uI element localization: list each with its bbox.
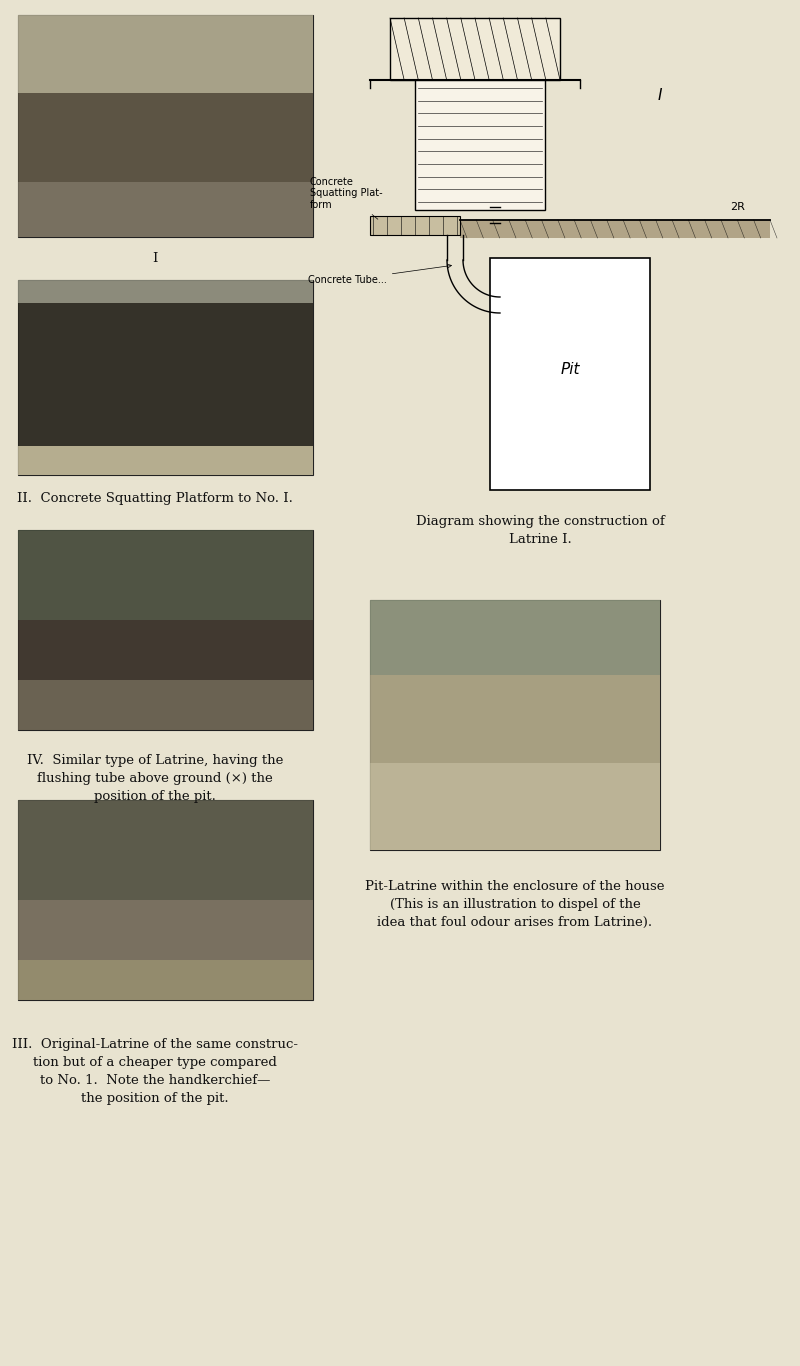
Text: II.  Concrete Squatting Platform to No. I.: II. Concrete Squatting Platform to No. I…	[17, 492, 293, 505]
Bar	[18, 15, 313, 93]
Bar	[370, 600, 660, 675]
Bar	[18, 182, 313, 236]
Bar	[18, 800, 313, 1000]
Text: 2R: 2R	[730, 202, 745, 212]
Bar	[18, 620, 313, 680]
Bar	[370, 216, 460, 235]
Bar	[490, 258, 650, 490]
Bar	[18, 15, 313, 236]
Text: Concrete Tube...: Concrete Tube...	[308, 264, 451, 285]
Bar	[460, 220, 770, 238]
Text: IV.  Similar type of Latrine, having the
flushing tube above ground (×) the
posi: IV. Similar type of Latrine, having the …	[27, 754, 283, 803]
Bar	[370, 675, 660, 762]
Bar	[390, 18, 560, 81]
Bar	[18, 280, 313, 303]
Text: Pit-Latrine within the enclosure of the house
(This is an illustration to dispel: Pit-Latrine within the enclosure of the …	[366, 880, 665, 929]
Bar	[415, 81, 545, 210]
Bar	[18, 93, 313, 182]
Bar	[18, 280, 313, 475]
Bar	[370, 600, 660, 850]
Bar	[18, 960, 313, 1000]
Text: I: I	[152, 251, 158, 265]
Text: Pit: Pit	[560, 362, 580, 377]
Bar	[18, 530, 313, 729]
Bar	[18, 800, 313, 900]
Text: Diagram showing the construction of
Latrine I.: Diagram showing the construction of Latr…	[416, 515, 664, 546]
Text: III.  Original-Latrine of the same construc-
tion but of a cheaper type compared: III. Original-Latrine of the same constr…	[12, 1038, 298, 1105]
Text: Concrete
Squatting Plat-
form: Concrete Squatting Plat- form	[310, 176, 382, 219]
Bar	[18, 303, 313, 445]
Bar	[18, 900, 313, 960]
Bar	[370, 762, 660, 850]
Bar	[18, 445, 313, 475]
Bar	[18, 680, 313, 729]
Bar	[18, 530, 313, 620]
Text: I: I	[658, 87, 662, 102]
